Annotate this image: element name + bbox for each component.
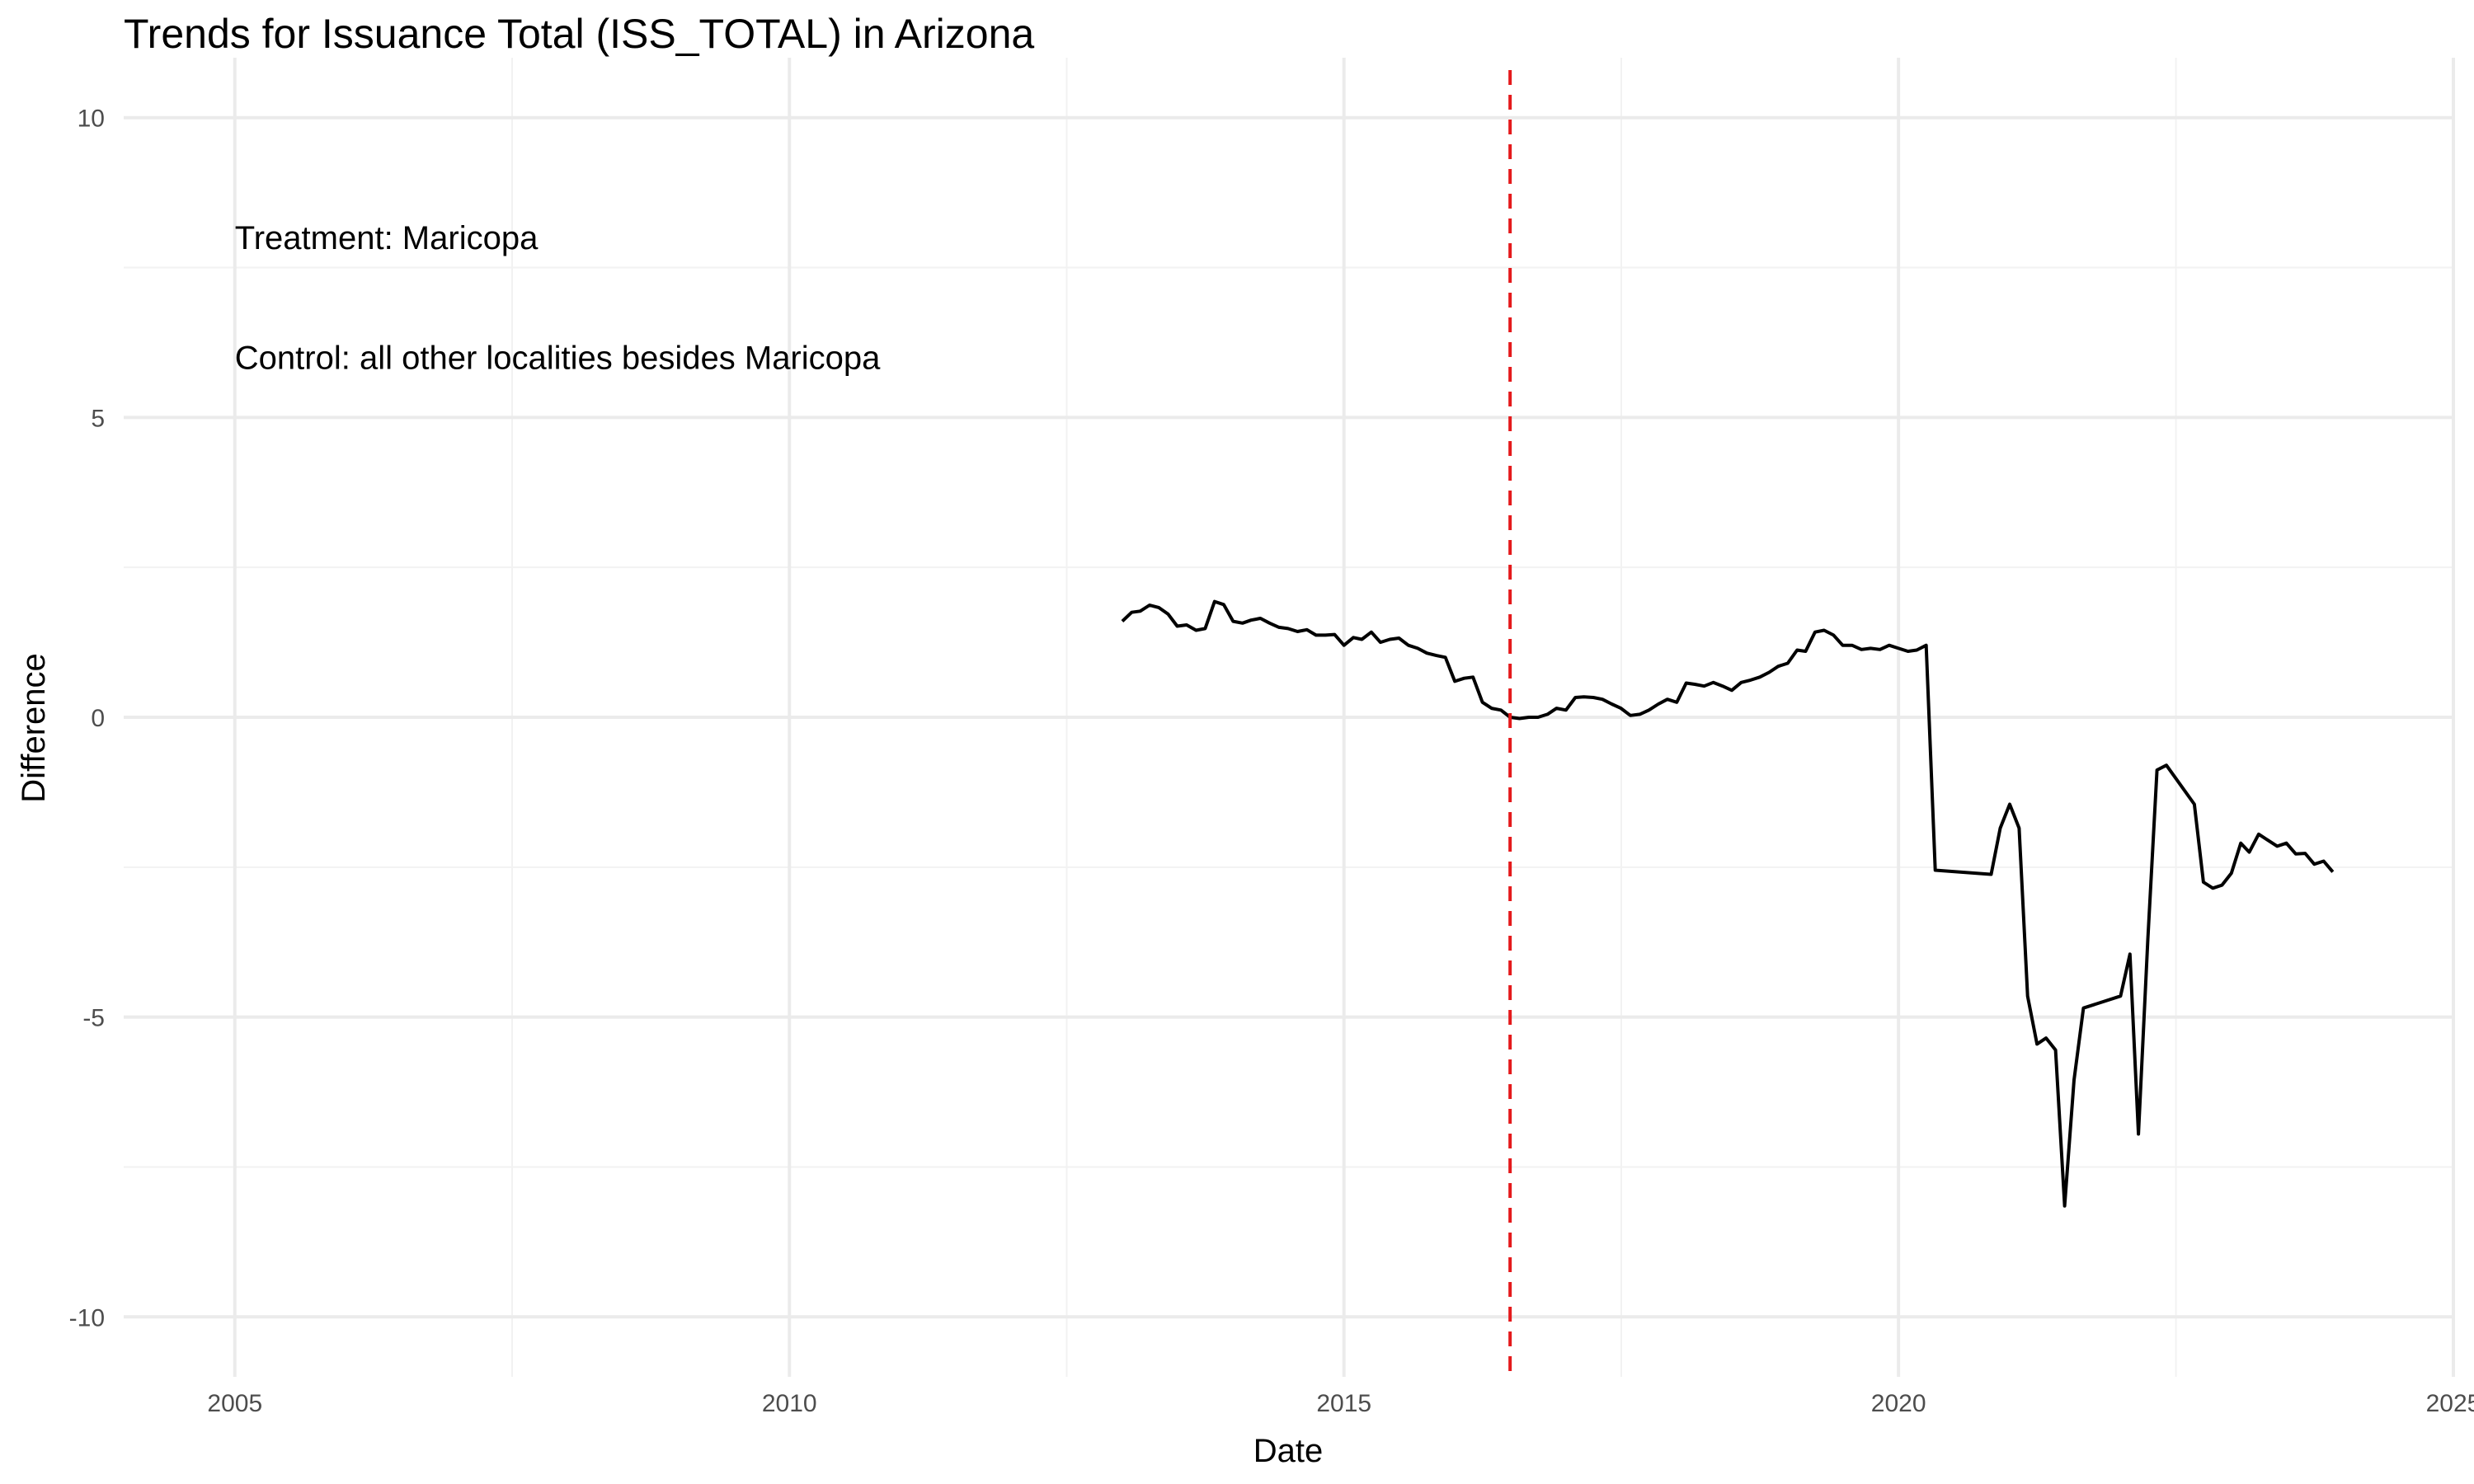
annotation-layer: Treatment: Maricopa Control: all other lo… [235, 220, 881, 376]
series-layer [1121, 599, 2335, 1208]
x-tick-label: 2025 [2426, 1390, 2474, 1417]
x-tick-label: 2020 [1871, 1390, 1926, 1417]
y-axis-title: Difference [16, 653, 52, 803]
x-tick-labels: 2005 2010 2015 2020 2025 [207, 1390, 2474, 1417]
y-tick-label: -10 [69, 1304, 105, 1331]
x-axis-title: Date [1253, 1433, 1324, 1469]
x-tick-label: 2015 [1316, 1390, 1371, 1417]
annotation-text: Treatment: Maricopa [235, 220, 539, 256]
chart-title: Trends for Issuance Total (ISS_TOTAL) in… [124, 11, 1034, 57]
major-gridlines [124, 58, 2455, 1377]
annotation-text: Control: all other localities besides Ma… [235, 340, 881, 377]
y-tick-label: 5 [91, 405, 105, 432]
x-tick-label: 2010 [762, 1390, 817, 1417]
series-line [1121, 599, 2335, 1208]
y-tick-label: -5 [82, 1005, 105, 1032]
y-tick-label: 0 [91, 705, 105, 732]
x-tick-label: 2005 [207, 1390, 262, 1417]
y-tick-label: 10 [78, 106, 105, 133]
y-tick-labels: -10 -5 0 5 10 [69, 106, 105, 1332]
